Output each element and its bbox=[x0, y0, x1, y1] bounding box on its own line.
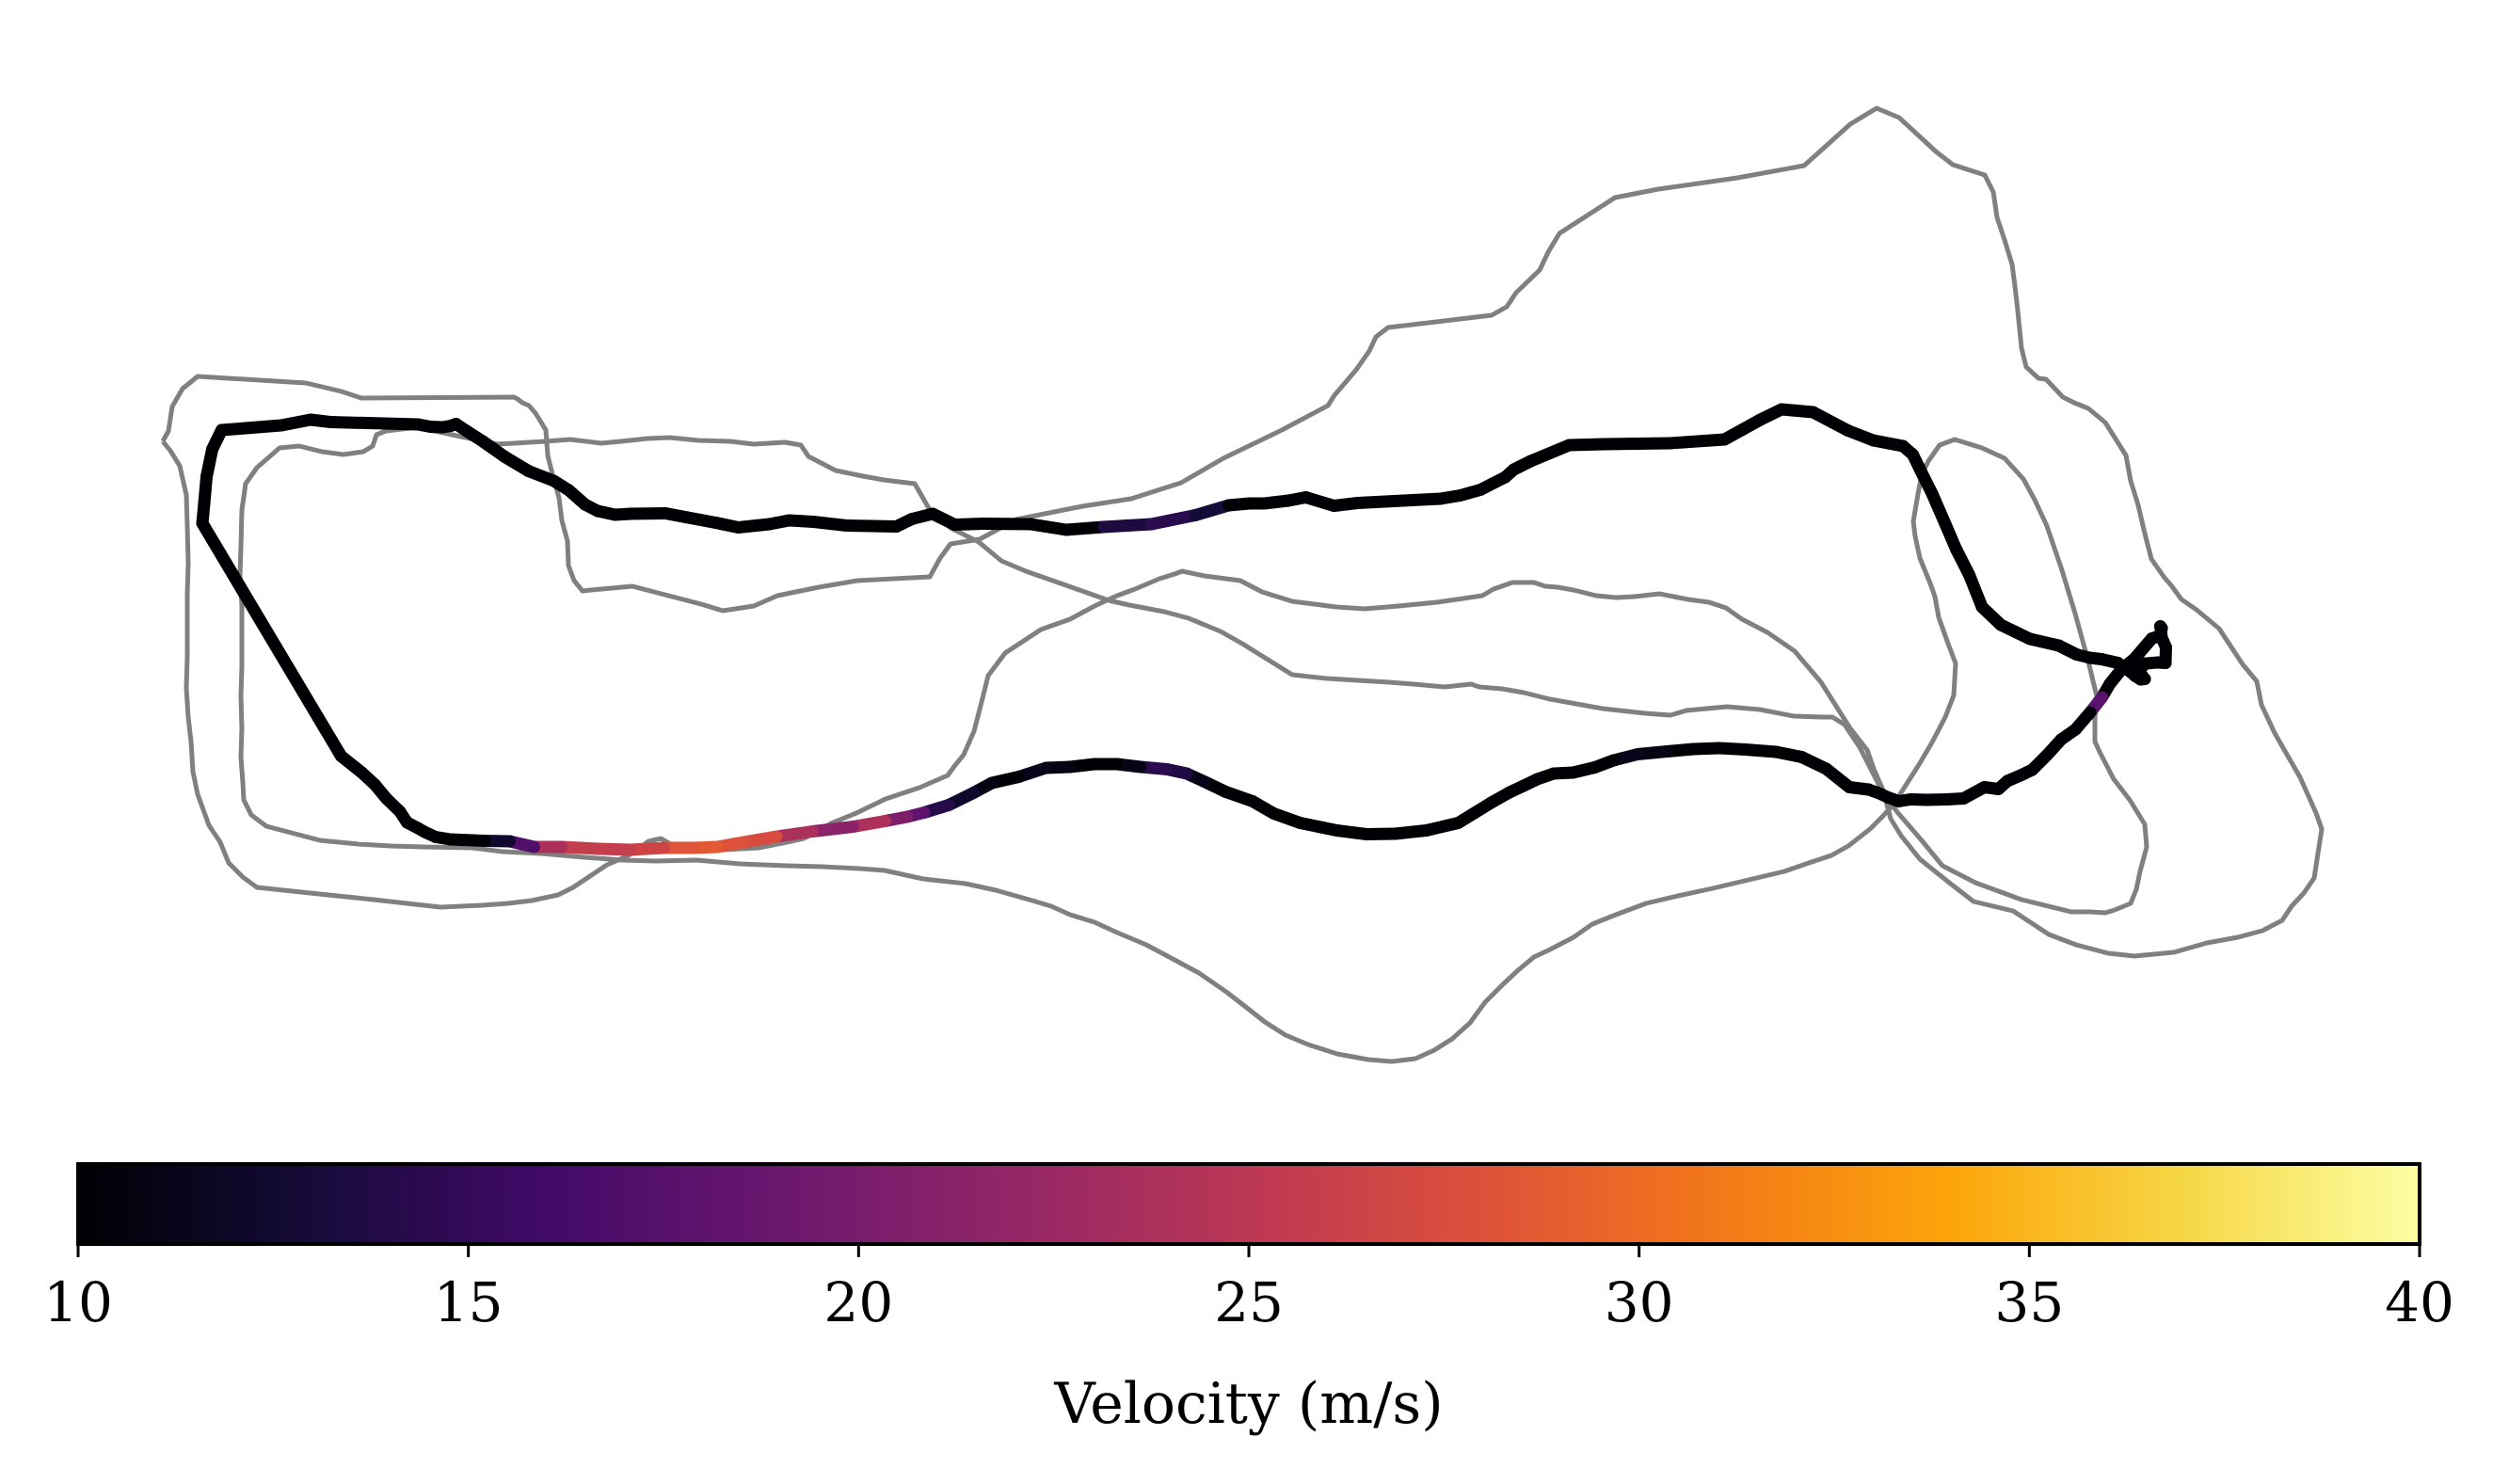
racing-line-segment bbox=[840, 519, 903, 533]
racing-line-segment bbox=[1351, 492, 1446, 509]
racing-line-segment bbox=[1294, 817, 1343, 837]
track-inner-boundary bbox=[237, 424, 2149, 1064]
colorbar-label: Velocity (m/s) bbox=[1053, 1371, 1443, 1437]
track-plot bbox=[160, 105, 2325, 1064]
colorbar-ticks: 10 15 20 25 30 35 40 bbox=[43, 1244, 2454, 1334]
colorbar: 10 15 20 25 30 35 40 Velocity (m/s) bbox=[43, 1162, 2454, 1437]
colorbar-tick-label: 30 bbox=[1605, 1270, 1674, 1334]
racing-line-segment bbox=[977, 518, 1037, 531]
racing-line-segment bbox=[1060, 520, 1110, 536]
racing-line-segment bbox=[659, 507, 722, 529]
colorbar-tick-label: 15 bbox=[434, 1270, 503, 1334]
racing-line-segment bbox=[196, 517, 347, 762]
racing-line-segment bbox=[1145, 509, 1202, 531]
colorbar-tick-label: 35 bbox=[1994, 1270, 2064, 1334]
racing-line bbox=[196, 403, 2172, 856]
racing-line-segment bbox=[1664, 433, 1731, 450]
racing-line-segment bbox=[1097, 518, 1158, 534]
racing-line-segment bbox=[216, 419, 288, 437]
colorbar-tick-label: 20 bbox=[823, 1270, 893, 1334]
colorbar-tick-label: 40 bbox=[2385, 1270, 2454, 1334]
colorbar-tick-label: 25 bbox=[1214, 1270, 1284, 1334]
racing-line-segment bbox=[1525, 439, 1575, 468]
track-outer-boundary bbox=[160, 105, 2325, 959]
racing-line-segment bbox=[324, 416, 424, 431]
racing-line-segment bbox=[807, 821, 859, 838]
racing-line-segment bbox=[1598, 437, 1676, 451]
colorbar-tick-label: 10 bbox=[43, 1270, 113, 1334]
racing-line-segment bbox=[1807, 406, 1854, 437]
racing-line-segment bbox=[1718, 413, 1766, 446]
racing-line-segment bbox=[555, 840, 604, 855]
colorbar-gradient bbox=[76, 1162, 2421, 1246]
